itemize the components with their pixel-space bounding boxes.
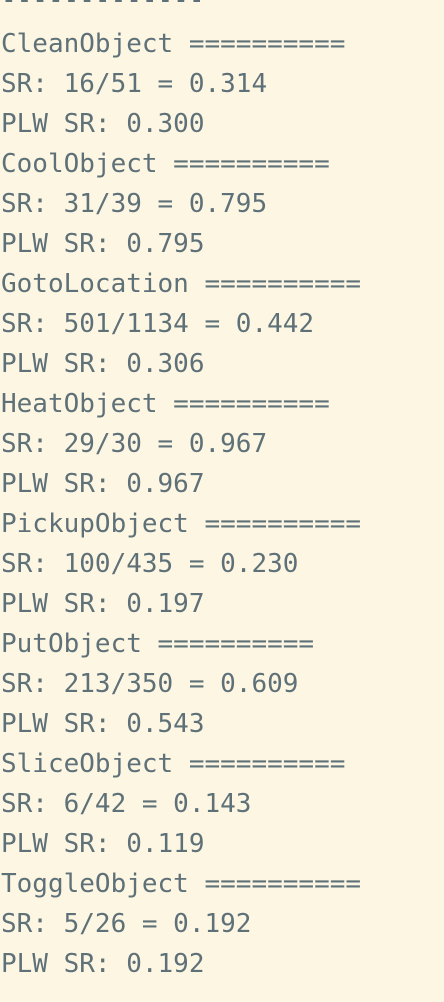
plw-sr-line-put-object: PLW SR: 0.543 <box>1 709 205 739</box>
task-header-cool-object: CoolObject ========== <box>1 149 330 179</box>
plw-sr-line-pickup-object: PLW SR: 0.197 <box>1 589 205 619</box>
sr-line-pickup-object: SR: 100/435 = 0.230 <box>1 549 299 579</box>
sr-line-heat-object: SR: 29/30 = 0.967 <box>1 429 268 459</box>
task-header-heat-object: HeatObject ========== <box>1 389 330 419</box>
sr-line-slice-object: SR: 6/42 = 0.143 <box>1 789 252 819</box>
sr-line-goto-location: SR: 501/1134 = 0.442 <box>1 309 315 339</box>
sr-line-clean-object: SR: 16/51 = 0.314 <box>1 69 268 99</box>
plw-sr-line-slice-object: PLW SR: 0.119 <box>1 829 205 859</box>
sr-line-toggle-object: SR: 5/26 = 0.192 <box>1 909 252 939</box>
task-header-pickup-object: PickupObject ========== <box>1 509 362 539</box>
plw-sr-line-goto-location: PLW SR: 0.306 <box>1 349 205 379</box>
task-header-slice-object: SliceObject ========== <box>1 749 346 779</box>
plw-sr-line-heat-object: PLW SR: 0.967 <box>1 469 205 499</box>
task-header-goto-location: GotoLocation ========== <box>1 269 362 299</box>
task-header-clean-object: CleanObject ========== <box>1 29 346 59</box>
sr-line-put-object: SR: 213/350 = 0.609 <box>1 669 299 699</box>
task-header-put-object: PutObject ========== <box>1 629 315 659</box>
task-header-toggle-object: ToggleObject ========== <box>1 869 362 899</box>
plw-sr-line-toggle-object: PLW SR: 0.192 <box>1 949 205 979</box>
plw-sr-line-cool-object: PLW SR: 0.795 <box>1 229 205 259</box>
plw-sr-line-clean-object: PLW SR: 0.300 <box>1 109 205 139</box>
separator-fragment: ------------- <box>1 0 205 15</box>
sr-line-cool-object: SR: 31/39 = 0.795 <box>1 189 268 219</box>
